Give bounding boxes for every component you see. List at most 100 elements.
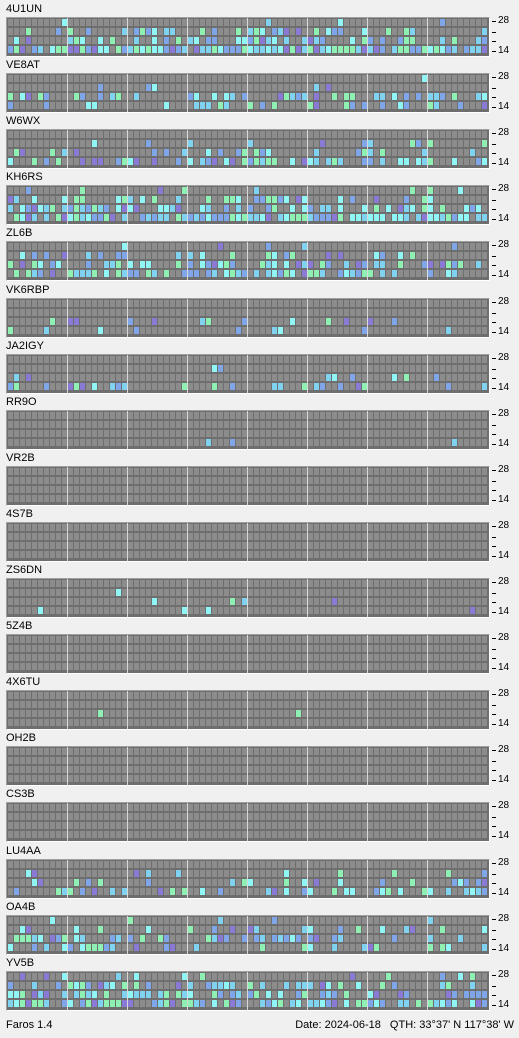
grid-cell [308,757,313,765]
grid-cell [188,757,193,765]
grid-cell [290,28,295,35]
grid-cell [104,580,109,587]
grid-cell [200,701,205,709]
grid-cell [32,131,37,139]
grid-cell [92,645,97,653]
grid-cell [254,308,259,316]
grid-cell [188,476,193,484]
grid-cell [182,158,187,166]
grid-cell [32,214,37,222]
grid-cell [392,373,397,381]
grid-cell [254,214,259,222]
grid-cell [176,28,181,35]
grid-cell [452,196,457,204]
band-tick [492,51,496,52]
grid-cell [164,438,169,446]
grid-cell [170,766,175,774]
grid-cell [8,140,13,148]
grid-cell [302,757,307,765]
grid-cell [326,804,331,812]
grid-cell [314,804,319,812]
grid-cell [386,467,391,475]
grid-cell [80,607,85,614]
grid-cell [284,355,289,363]
grid-cell [320,131,325,139]
grid-cell [332,654,337,662]
grid-cell [284,317,289,325]
grid-cell [386,373,391,381]
grid-cell [74,187,79,195]
grid-cell [452,326,457,334]
grid-cell [278,382,283,390]
grid-cell [452,476,457,484]
grid-cell [110,46,115,53]
grid-cell [302,75,307,83]
grid-cell [92,813,97,821]
grid-cell [434,804,439,812]
grid-cell [164,598,169,605]
grid-cell [416,813,421,821]
grid-cell [320,299,325,307]
grid-cell [290,149,295,157]
grid-cell [302,308,307,316]
grid-cell [380,187,385,195]
grid-cell [44,214,49,222]
grid-cell [290,205,295,213]
grid-cell [110,523,115,531]
grid-cell [236,37,241,44]
grid-cell [290,580,295,587]
grid-cell [14,831,19,839]
grid-cell [368,429,373,437]
grid-cell [50,822,55,830]
grid-cell [446,46,451,53]
grid-cell [296,19,301,26]
grid-cell [146,411,151,419]
grid-cell [266,775,271,783]
grid-cell [344,494,349,502]
grid-cell [92,355,97,363]
grid-cell [452,438,457,446]
grid-cell [176,532,181,540]
grid-cell [188,28,193,35]
grid-cell [260,149,265,157]
grid-cell [164,701,169,709]
grid-cell [182,607,187,614]
grid-cell [200,719,205,727]
grid-cell [434,243,439,251]
grid-cell [206,692,211,700]
grid-cell [374,485,379,493]
grid-cell [164,28,169,35]
grid-cell [62,580,67,587]
grid-cell [134,158,139,166]
grid-cell [302,196,307,204]
grid-cell [50,243,55,251]
grid-cell [470,476,475,484]
grid-cell [86,589,91,596]
grid-cell [248,701,253,709]
grid-cell [464,131,469,139]
grid-cell [326,663,331,671]
grid-cell [62,28,67,35]
grid-cell [260,93,265,101]
grid-cell [98,589,103,596]
grid-cell [104,813,109,821]
grid-cell [176,270,181,278]
grid-cell [176,102,181,110]
grid-cell [38,589,43,596]
grid-cell [380,598,385,605]
grid-cell [212,710,217,718]
grid-cell [128,373,133,381]
grid-cell [458,438,463,446]
grid-cell [464,84,469,92]
grid-cell [308,429,313,437]
grid-cell [362,775,367,783]
grid-cell [68,757,73,765]
grid-cell [86,317,91,325]
grid-cell [20,663,25,671]
grid-cell [74,243,79,251]
grid-cell [32,205,37,213]
grid-cell [380,214,385,222]
grid-cell [320,187,325,195]
grid-cell [314,589,319,596]
grid-cell [458,822,463,830]
